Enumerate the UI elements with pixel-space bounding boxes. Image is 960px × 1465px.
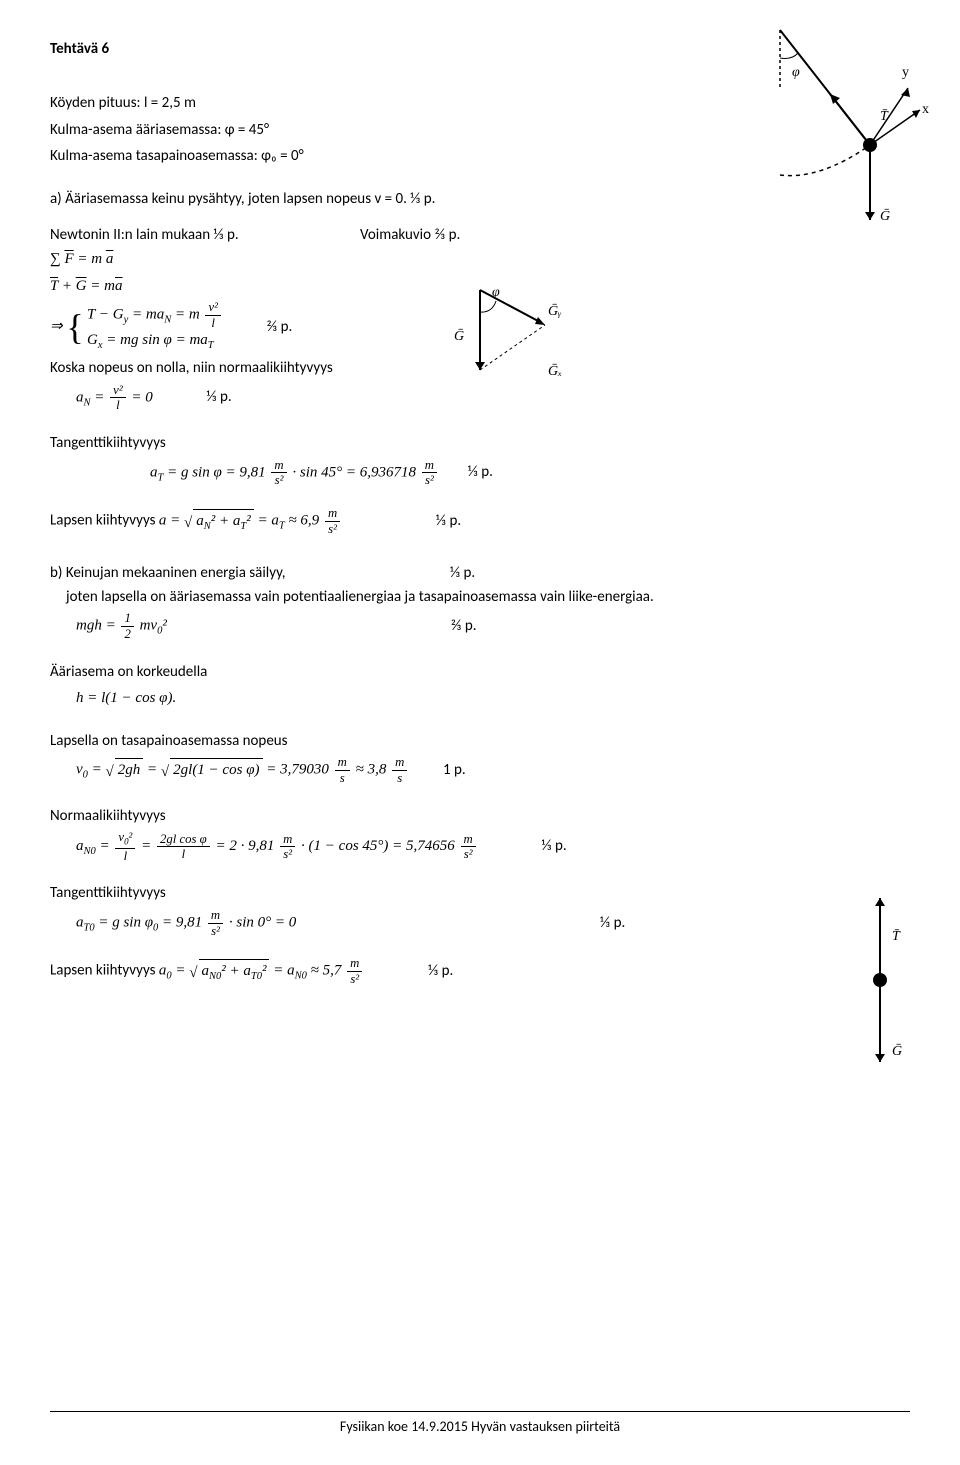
- eq-lapsen-kiihtyvyys: Lapsen kiihtyvyys a = aN² + aT² = aT ≈ 6…: [50, 507, 910, 536]
- part-b-line2: joten lapsella on ääriasemassa vain pote…: [66, 586, 910, 609]
- eq-mgh: mgh = 12 mv0² ⅔ p.: [76, 612, 910, 641]
- svg-text:Ḡₓ: Ḡₓ: [548, 363, 562, 379]
- norm-kiihtyvyys-label: Normaalikiihtyvyys: [50, 805, 910, 828]
- svg-text:Ḡ: Ḡ: [892, 1043, 902, 1059]
- eq-aT: aT = g sin φ = 9,81 ms² · sin 45° = 6,93…: [150, 459, 910, 488]
- aariasema-label: Ääriasema on korkeudella: [50, 661, 910, 684]
- eq-v0: v0 = 2gh = 2gl(1 − cos φ) = 3,79030 ms ≈…: [76, 756, 910, 785]
- svg-text:T̄: T̄: [892, 929, 901, 944]
- force-decomposition-diagram: Ḡ Ḡᵧ Ḡₓ φ: [440, 270, 610, 410]
- svg-text:y: y: [902, 65, 909, 80]
- eq-aN0: aN0 = v0²l = 2gl cos φl = 2 · 9,81 ms² ·…: [76, 831, 910, 862]
- eq-h: h = l(1 − cos φ).: [76, 687, 910, 710]
- vertical-forces-diagram: T̄ Ḡ: [840, 880, 920, 1090]
- tang-kiihtyvyys-label-2: Tangenttikiihtyvyys: [50, 882, 910, 905]
- page-footer: Fysiikan koe 14.9.2015 Hyvän vastauksen …: [50, 1411, 910, 1435]
- eq-aT0: aT0 = g sin φ0 = 9,81 ms² · sin 0° = 0 ⅓…: [76, 909, 910, 938]
- newton-label: Newtonin II:n lain mukaan ⅓ p.: [50, 226, 330, 244]
- svg-text:T̄: T̄: [880, 109, 889, 124]
- lapsella-label: Lapsella on tasapainoasemassa nopeus: [50, 730, 910, 753]
- svg-text:Ḡ: Ḡ: [454, 328, 464, 344]
- svg-text:x: x: [922, 102, 929, 117]
- pendulum-arc-diagram: φ y x T̄ Ḡ: [730, 20, 930, 240]
- svg-text:Ḡᵧ: Ḡᵧ: [548, 303, 562, 319]
- part-b-line1: b) Keinujan mekaaninen energia säilyy, ⅓…: [50, 564, 910, 582]
- svg-text:Ḡ: Ḡ: [880, 208, 890, 224]
- svg-text:φ: φ: [492, 285, 500, 300]
- eq-lapsen-kiihtyvyys-0: Lapsen kiihtyvyys a0 = aN0² + aT0² = aN0…: [50, 957, 910, 986]
- voimakuvio-label: Voimakuvio ⅔ p.: [360, 226, 460, 244]
- tangent-label: Tangenttikiihtyvyys: [50, 432, 910, 455]
- eq-sum-F: ∑ F = m a: [50, 248, 910, 271]
- svg-text:φ: φ: [792, 65, 800, 80]
